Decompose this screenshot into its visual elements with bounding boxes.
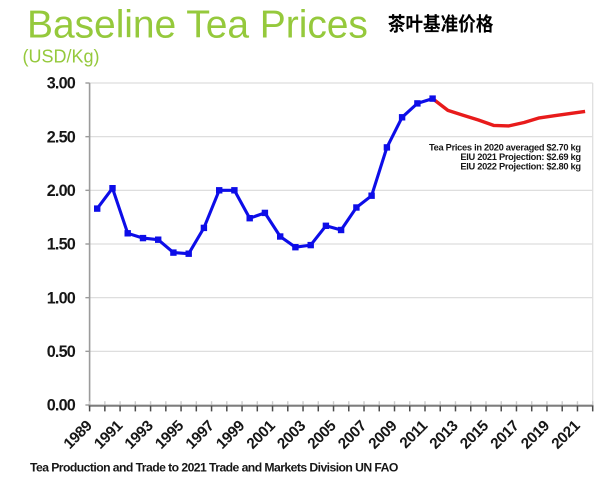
svg-text:Tea Production and Trade to 20: Tea Production and Trade to 2021 Trade a… xyxy=(30,461,398,475)
svg-text:(USD/Kg): (USD/Kg) xyxy=(23,47,100,67)
svg-text:Baseline Tea Prices: Baseline Tea Prices xyxy=(27,3,368,46)
svg-text:EIU 2021 Projection: $2.69 kg: EIU 2021 Projection: $2.69 kg xyxy=(460,152,581,162)
svg-text:EIU 2022 Projection: $2.80 kg: EIU 2022 Projection: $2.80 kg xyxy=(460,161,581,171)
svg-text:1.50: 1.50 xyxy=(47,236,76,254)
svg-text:1.00: 1.00 xyxy=(47,289,76,307)
svg-text:2.50: 2.50 xyxy=(47,128,76,146)
svg-text:2.00: 2.00 xyxy=(47,182,76,200)
svg-text:3.00: 3.00 xyxy=(47,75,76,93)
svg-text:Tea Prices in 2020 averaged $2: Tea Prices in 2020 averaged $2.70 kg xyxy=(429,142,581,152)
svg-text:0.00: 0.00 xyxy=(47,397,76,415)
svg-text:0.50: 0.50 xyxy=(47,343,76,361)
